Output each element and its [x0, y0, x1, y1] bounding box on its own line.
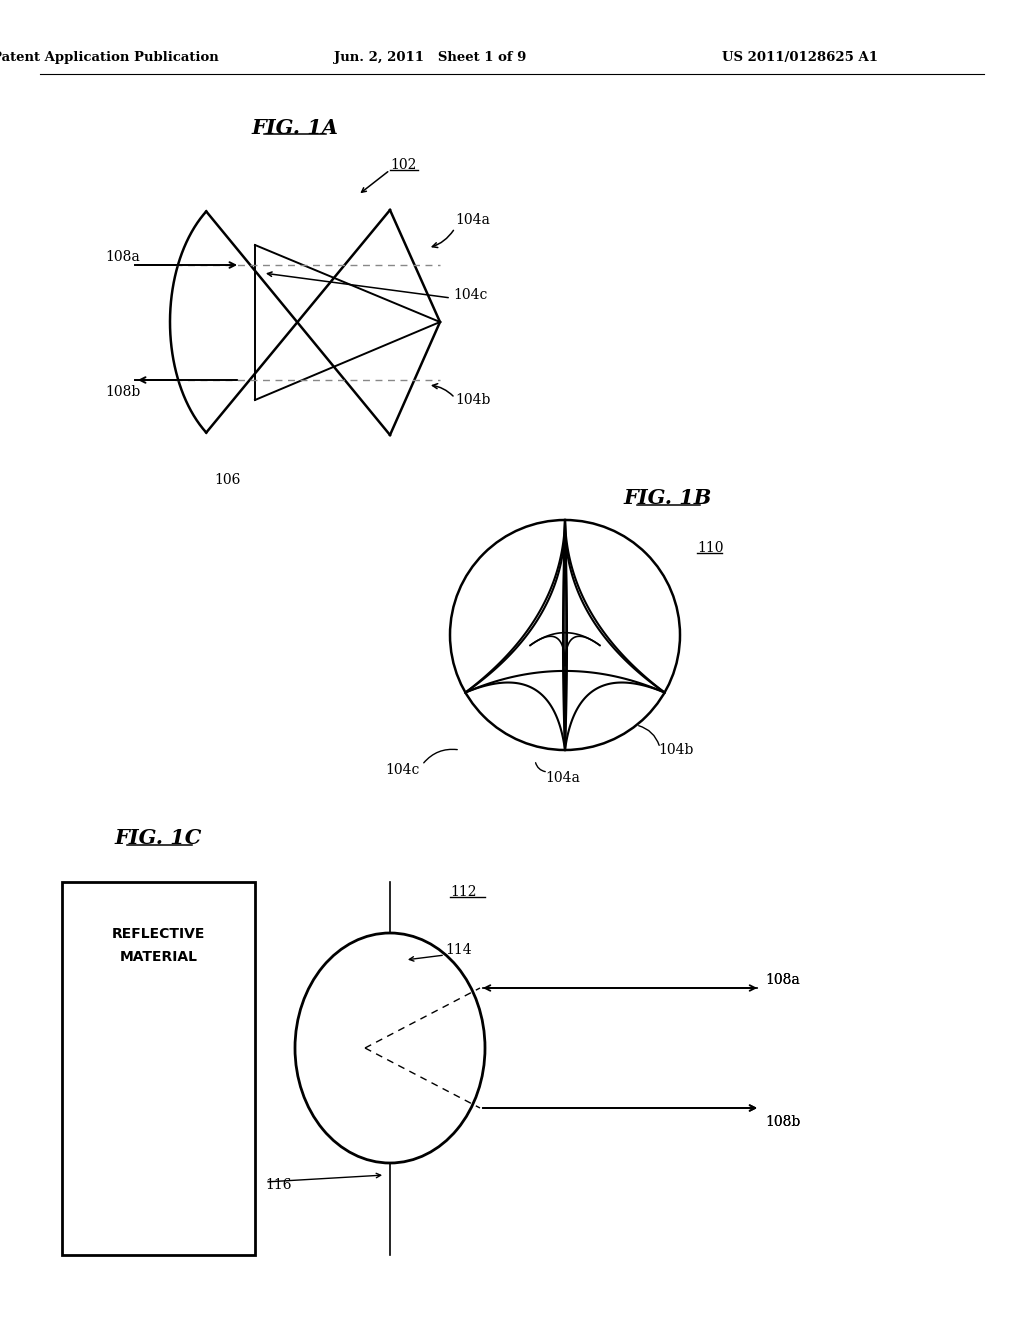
- Text: 102: 102: [390, 158, 417, 172]
- Text: 108a: 108a: [765, 973, 800, 987]
- Text: FIG. 1B: FIG. 1B: [624, 488, 712, 508]
- Text: Patent Application Publication: Patent Application Publication: [0, 51, 218, 65]
- Text: 108b: 108b: [765, 1115, 800, 1129]
- Bar: [62, 882, 255, 1255]
- Text: 108b: 108b: [765, 1115, 800, 1129]
- Text: 104b: 104b: [455, 393, 490, 407]
- Text: 108a: 108a: [105, 249, 139, 264]
- Text: 112: 112: [450, 884, 476, 899]
- Text: 108a: 108a: [765, 973, 800, 987]
- Text: 108b: 108b: [105, 385, 140, 399]
- Text: MATERIAL: MATERIAL: [120, 950, 198, 964]
- Text: FIG. 1A: FIG. 1A: [252, 117, 339, 139]
- Text: 110: 110: [697, 541, 724, 554]
- Text: 106: 106: [215, 473, 242, 487]
- Text: 104c: 104c: [386, 763, 420, 777]
- Text: 104c: 104c: [453, 288, 487, 302]
- Text: 104b: 104b: [658, 743, 693, 756]
- Text: 116: 116: [265, 1177, 292, 1192]
- Text: FIG. 1C: FIG. 1C: [115, 828, 202, 847]
- Text: 104a: 104a: [455, 213, 489, 227]
- Text: REFLECTIVE: REFLECTIVE: [112, 927, 205, 941]
- Text: 104a: 104a: [545, 771, 580, 785]
- Text: 114: 114: [445, 942, 472, 957]
- Text: US 2011/0128625 A1: US 2011/0128625 A1: [722, 51, 878, 65]
- Text: Jun. 2, 2011   Sheet 1 of 9: Jun. 2, 2011 Sheet 1 of 9: [334, 51, 526, 65]
